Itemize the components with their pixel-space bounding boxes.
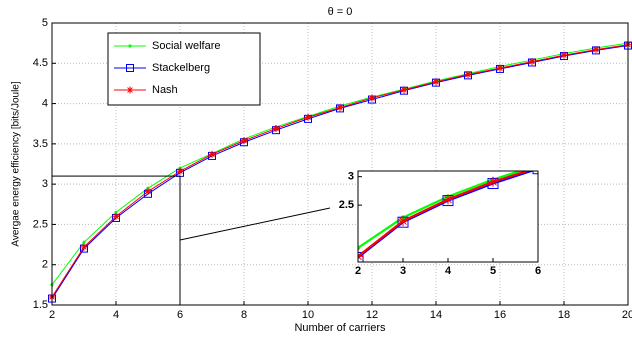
x-tick-label: 20 bbox=[622, 309, 632, 321]
y-tick-label: 4.5 bbox=[33, 57, 48, 69]
x-tick-label: 2 bbox=[49, 309, 55, 321]
plot-frame bbox=[51, 22, 629, 306]
marker bbox=[560, 51, 568, 59]
inset-background bbox=[358, 171, 538, 262]
marker bbox=[578, 152, 588, 162]
x-tick-label: 6 bbox=[177, 309, 183, 321]
marker bbox=[358, 251, 364, 262]
y-tick-label: 2 bbox=[42, 259, 48, 271]
marker bbox=[176, 167, 184, 175]
legend-marker bbox=[126, 64, 134, 72]
marker bbox=[112, 212, 120, 220]
zoom-box bbox=[51, 175, 181, 306]
inset-plot bbox=[358, 151, 588, 262]
y-tick-label: 1.5 bbox=[33, 299, 48, 311]
y-tick-label: 3 bbox=[348, 171, 354, 183]
legend-label: Stackelberg bbox=[152, 62, 210, 74]
x-tick-label: 4 bbox=[445, 265, 452, 277]
x-tick-label: 8 bbox=[241, 309, 247, 321]
x-tick-label: 14 bbox=[430, 309, 442, 321]
marker bbox=[488, 176, 498, 187]
marker bbox=[592, 46, 600, 54]
y-tick-label: 3 bbox=[42, 178, 48, 190]
x-tick-label: 10 bbox=[302, 309, 314, 321]
marker bbox=[304, 113, 312, 121]
marker bbox=[208, 150, 216, 158]
y-tick-label: 2.5 bbox=[339, 199, 354, 211]
x-tick-label: 3 bbox=[400, 265, 406, 277]
marker bbox=[368, 94, 376, 102]
marker bbox=[272, 125, 280, 133]
marker bbox=[358, 245, 361, 251]
x-tick-label: 18 bbox=[558, 309, 570, 321]
marker bbox=[496, 64, 504, 72]
x-tick-label: 4 bbox=[113, 309, 119, 321]
marker bbox=[80, 243, 88, 251]
y-tick-label: 2.5 bbox=[33, 218, 48, 230]
x-tick-label: 2 bbox=[355, 265, 361, 277]
marker bbox=[536, 163, 541, 168]
legend-label: Social welfare bbox=[152, 40, 220, 52]
marker bbox=[443, 194, 453, 205]
marker bbox=[240, 137, 248, 145]
marker bbox=[464, 71, 472, 79]
marker bbox=[398, 216, 408, 227]
marker bbox=[82, 240, 86, 244]
y-axis-label: Avergae energy efficiency [bits/Joule] bbox=[11, 81, 22, 247]
marker bbox=[528, 58, 536, 66]
x-tick-label: 16 bbox=[494, 309, 506, 321]
x-tick-label: 6 bbox=[535, 265, 541, 277]
legend-marker bbox=[128, 44, 132, 48]
marker bbox=[578, 151, 588, 161]
marker bbox=[432, 78, 440, 86]
marker bbox=[581, 153, 586, 158]
marker bbox=[400, 86, 408, 94]
marker bbox=[336, 104, 344, 112]
marker bbox=[144, 187, 152, 195]
y-tick-label: 4 bbox=[42, 97, 48, 109]
y-tick-label: 3.5 bbox=[33, 138, 48, 150]
legend-label: Nash bbox=[152, 84, 178, 96]
legend-marker bbox=[126, 86, 134, 94]
x-axis-label: Number of carriers bbox=[294, 322, 386, 334]
chart-title: θ = 0 bbox=[328, 6, 353, 18]
x-tick-label: 5 bbox=[490, 265, 496, 277]
marker bbox=[114, 210, 118, 214]
y-tick-label: 5 bbox=[42, 17, 48, 29]
x-tick-label: 12 bbox=[366, 309, 378, 321]
plot-frame bbox=[357, 170, 539, 263]
zoom-connector bbox=[179, 207, 331, 241]
